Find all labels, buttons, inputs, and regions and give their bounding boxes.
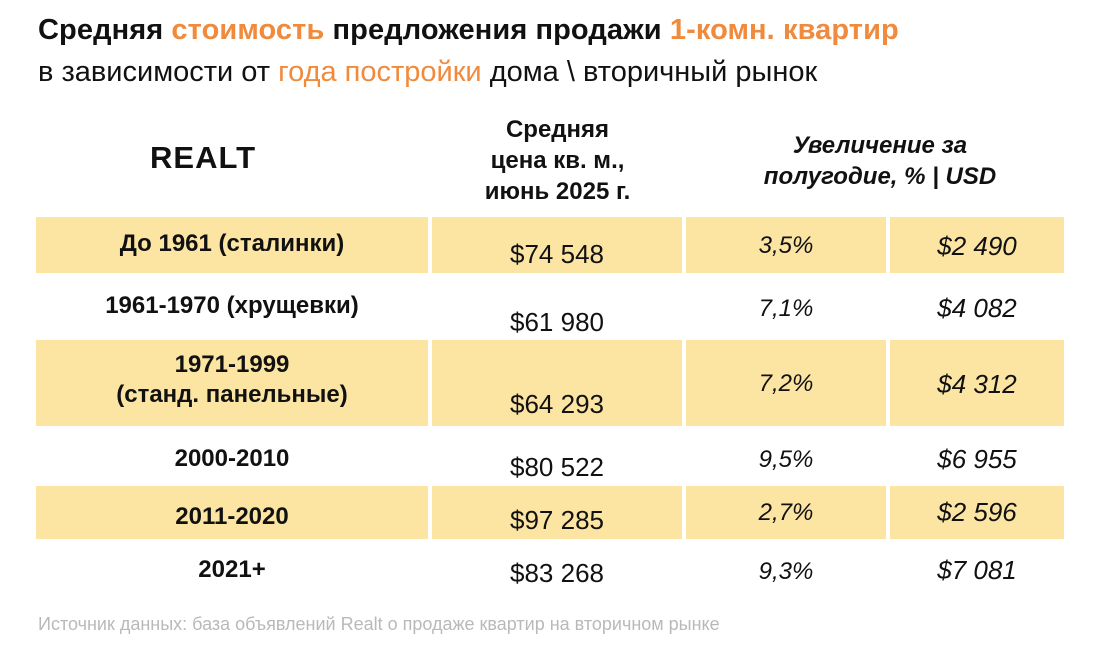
- growth-percent-value: 9,5%: [758, 446, 814, 473]
- chart-title-line-1: Средняя стоимость предложения продажи 1-…: [38, 14, 899, 47]
- title-text: Средняя: [38, 14, 172, 46]
- row-label-cell: 2021+: [36, 539, 428, 596]
- growth-usd-cell: $4 082: [890, 273, 1064, 340]
- growth-percent-value: 7,2%: [758, 370, 814, 397]
- title-text: предложения продажи: [324, 14, 670, 46]
- growth-percent-cell: 9,5%: [686, 426, 886, 486]
- growth-usd-value: $2 596: [937, 497, 1017, 527]
- growth-percent-cell: 7,2%: [686, 340, 886, 426]
- growth-percent-value: 2,7%: [758, 499, 814, 526]
- growth-usd-value: $4 312: [937, 369, 1017, 399]
- growth-usd-cell: $4 312: [890, 340, 1064, 426]
- price-value: $83 268: [510, 558, 604, 588]
- price-value: $61 980: [510, 307, 604, 337]
- price-cell: $83 268: [432, 539, 682, 596]
- row-label-line: (станд. панельные): [116, 381, 348, 408]
- row-label-cell: 2000-2010: [36, 426, 428, 486]
- table-row: 2000-2010 $80 522 9,5% $6 955: [36, 426, 1064, 486]
- row-label-line: 1961-1970 (хрущевки): [105, 292, 359, 319]
- growth-usd-value: $4 082: [937, 293, 1017, 323]
- chart-title-line-2: в зависимости от года постройки дома \ в…: [38, 56, 817, 89]
- row-label: 1961-1970 (хрущевки): [36, 291, 428, 321]
- growth-usd-cell: $2 490: [890, 217, 1064, 273]
- title-text: дома \ вторичный рынок: [481, 56, 818, 88]
- growth-usd-value: $2 490: [937, 231, 1017, 261]
- table-row: До 1961 (сталинки) $74 548 3,5% $2 490: [36, 217, 1064, 273]
- row-label: 2000-2010: [36, 444, 428, 474]
- row-label-cell: 1971-1999 (станд. панельные): [36, 340, 428, 426]
- title-text: в зависимости от: [38, 56, 279, 88]
- table-row: 1971-1999 (станд. панельные) $64 293 7,2% $4…: [36, 340, 1064, 426]
- row-label-cell: 1961-1970 (хрущевки): [36, 273, 428, 340]
- growth-usd-value: $7 081: [937, 555, 1017, 585]
- row-label-line: До 1961 (сталинки): [119, 230, 345, 257]
- growth-usd-cell: $6 955: [890, 426, 1064, 486]
- growth-percent-cell: 9,3%: [686, 539, 886, 596]
- data-source-note: Источник данных: база объявлений Realt о…: [38, 614, 720, 634]
- growth-usd-cell: $2 596: [890, 486, 1064, 539]
- row-label-line: 2011-2020: [175, 503, 289, 530]
- table-row: 1961-1970 (хрущевки) $61 980 7,1% $4 082: [36, 273, 1064, 340]
- price-header-line: цена кв. м.,: [490, 147, 625, 174]
- growth-percent-value: 7,1%: [758, 295, 814, 322]
- growth-column-header: Увеличение за полугодие, % | USD: [700, 130, 1060, 192]
- row-label-line: 2021+: [198, 556, 266, 583]
- table-row: 2011-2020 $97 285 2,7% $2 596: [36, 486, 1064, 539]
- growth-header-line: полугодие, % | USD: [763, 163, 997, 190]
- growth-percent-value: 3,5%: [758, 232, 814, 259]
- row-label-line: 1971-1999: [174, 351, 290, 378]
- row-label-line: 2000-2010: [174, 445, 290, 472]
- price-value: $74 548: [510, 239, 604, 269]
- price-cell: $80 522: [432, 426, 682, 486]
- price-value: $64 293: [510, 389, 604, 419]
- realt-logo: REALT: [150, 140, 257, 175]
- price-column-header: Средняя цена кв. м., июнь 2025 г.: [440, 114, 675, 207]
- row-label: 1971-1999 (станд. панельные): [36, 350, 428, 410]
- row-label: До 1961 (сталинки): [36, 229, 428, 259]
- row-label-cell: 2011-2020: [36, 486, 428, 539]
- growth-percent-value: 9,3%: [758, 558, 814, 585]
- growth-usd-value: $6 955: [937, 444, 1017, 474]
- table-row: 2021+ $83 268 9,3% $7 081: [36, 539, 1064, 596]
- row-label: 2021+: [36, 555, 428, 585]
- price-cell: $97 285: [432, 486, 682, 539]
- growth-percent-cell: 2,7%: [686, 486, 886, 539]
- price-value: $80 522: [510, 452, 604, 482]
- price-header-line: июнь 2025 г.: [484, 178, 631, 205]
- title-accent-text: 1-комн. квартир: [669, 14, 899, 46]
- growth-percent-cell: 7,1%: [686, 273, 886, 340]
- title-accent-text: стоимость: [171, 14, 325, 46]
- price-cell: $64 293: [432, 340, 682, 426]
- price-cell: $74 548: [432, 217, 682, 273]
- growth-usd-cell: $7 081: [890, 539, 1064, 596]
- price-header-line: Средняя: [505, 116, 610, 143]
- price-cell: $61 980: [432, 273, 682, 340]
- growth-header-line: Увеличение за: [792, 132, 968, 159]
- row-label: 2011-2020: [36, 502, 428, 532]
- growth-percent-cell: 3,5%: [686, 217, 886, 273]
- title-accent-text: года постройки: [278, 56, 482, 88]
- row-label-cell: До 1961 (сталинки): [36, 217, 428, 273]
- price-value: $97 285: [510, 505, 604, 535]
